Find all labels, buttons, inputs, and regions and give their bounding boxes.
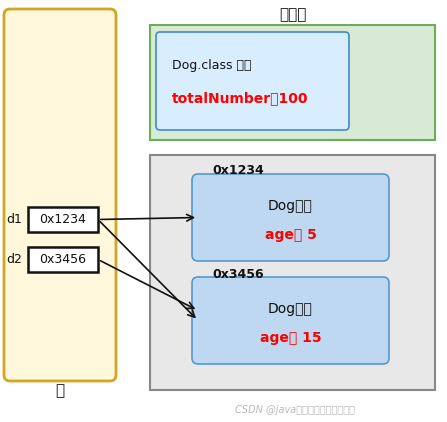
Text: 方法区: 方法区 (279, 8, 306, 22)
Text: Dog对象: Dog对象 (268, 199, 313, 213)
Text: d2: d2 (6, 253, 22, 266)
Text: Dog.class 信息: Dog.class 信息 (172, 60, 252, 73)
Text: age： 5: age： 5 (265, 228, 316, 242)
FancyBboxPatch shape (150, 155, 435, 390)
Text: 0x1234: 0x1234 (40, 213, 86, 226)
Text: CSDN @java前后端全套视频免费送: CSDN @java前后端全套视频免费送 (235, 405, 355, 415)
FancyBboxPatch shape (192, 277, 389, 364)
Text: 0x3456: 0x3456 (39, 253, 87, 266)
FancyBboxPatch shape (28, 247, 98, 272)
FancyBboxPatch shape (150, 25, 435, 140)
Text: d1: d1 (6, 213, 22, 226)
Text: totalNumber：100: totalNumber：100 (172, 91, 308, 105)
Text: 0x1234: 0x1234 (212, 165, 264, 178)
FancyBboxPatch shape (4, 9, 116, 381)
Text: 0x3456: 0x3456 (212, 268, 264, 281)
Text: age： 15: age： 15 (260, 331, 321, 345)
Text: 栈: 栈 (55, 384, 64, 398)
FancyBboxPatch shape (156, 32, 349, 130)
FancyBboxPatch shape (192, 174, 389, 261)
Text: Dog对象: Dog对象 (268, 302, 313, 316)
FancyBboxPatch shape (28, 207, 98, 232)
